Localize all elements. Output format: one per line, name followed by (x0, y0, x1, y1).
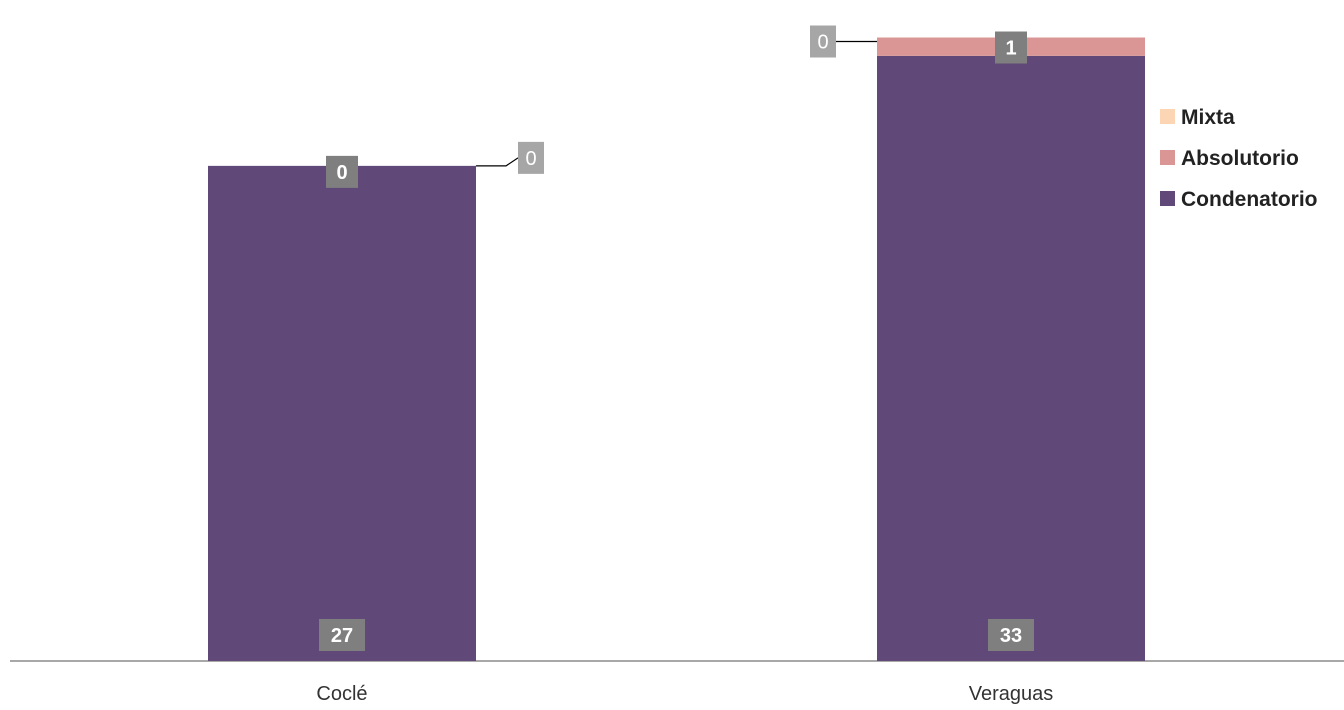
data-label-cocle-mixta-leader (476, 157, 519, 167)
data-label-veraguas-condenatorio: 33 (988, 619, 1034, 651)
data-label-cocle-mixta-box (518, 141, 544, 174)
legend-item-condenatorio: Condenatorio (1160, 188, 1318, 211)
legend-item-mixta: Mixta (1160, 106, 1235, 129)
legend-swatch-absolutorio (1160, 150, 1175, 165)
data-label-cocle-mixta-text: 0 (525, 148, 536, 170)
category-labels-layer: Coclé Veraguas (316, 683, 1053, 705)
data-label-veraguas-absolutorio-box (995, 31, 1027, 64)
data-label-veraguas-absolutorio-text: 1 (1005, 38, 1016, 60)
data-label-cocle-absolutorio-text: 0 (336, 162, 347, 184)
bars-layer (208, 37, 1145, 662)
data-label-cocle-absolutorio: 0 (326, 155, 358, 188)
data-label-veraguas-mixta-box (810, 25, 836, 58)
data-label-cocle-condenatorio: 27 (319, 619, 365, 651)
data-label-veraguas-condenatorio-box (988, 619, 1034, 651)
legend-label-condenatorio: Condenatorio (1181, 188, 1318, 211)
category-label-veraguas: Veraguas (969, 683, 1054, 705)
legend-item-absolutorio: Absolutorio (1160, 147, 1299, 170)
data-labels-layer: 27 0 0 33 1 0 (319, 25, 1034, 651)
data-label-veraguas-mixta: 0 (810, 25, 836, 58)
data-label-veraguas-absolutorio: 1 (995, 31, 1027, 64)
data-label-cocle-absolutorio-box (326, 155, 358, 188)
legend: Mixta Absolutorio Condenatorio (1160, 106, 1318, 211)
legend-label-mixta: Mixta (1181, 106, 1235, 129)
bar-veraguas-condenatorio (877, 55, 1145, 661)
legend-swatch-condenatorio (1160, 191, 1175, 206)
data-label-cocle-mixta: 0 (518, 141, 544, 174)
data-label-cocle-condenatorio-text: 27 (331, 625, 353, 647)
data-label-veraguas-mixta-text: 0 (817, 32, 828, 54)
category-label-cocle: Coclé (316, 683, 367, 705)
legend-label-absolutorio: Absolutorio (1181, 147, 1299, 170)
bar-cocle-condenatorio (208, 165, 476, 662)
data-label-veraguas-condenatorio-text: 33 (1000, 625, 1022, 647)
legend-swatch-mixta (1160, 109, 1175, 124)
data-label-cocle-condenatorio-box (319, 619, 365, 651)
